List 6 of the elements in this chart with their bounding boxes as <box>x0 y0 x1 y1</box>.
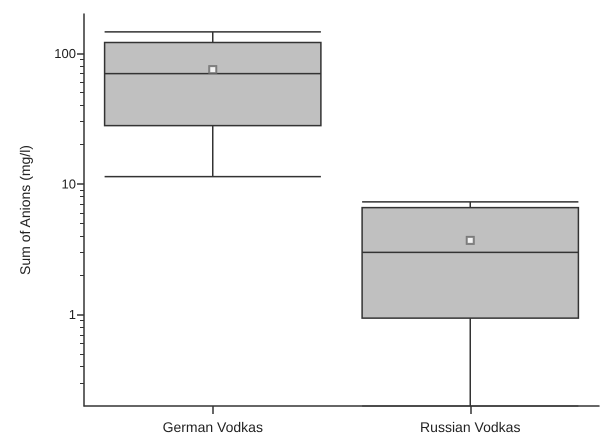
y-tick-label: 1 <box>68 307 76 322</box>
y-tick-label: 100 <box>54 46 76 61</box>
y-tick-label: 10 <box>62 176 76 192</box>
x-tick-label: German Vodkas <box>162 419 263 435</box>
x-tick-label: Russian Vodkas <box>420 419 520 435</box>
y-axis-title: Sum of Anions (mg/l) <box>17 145 33 275</box>
